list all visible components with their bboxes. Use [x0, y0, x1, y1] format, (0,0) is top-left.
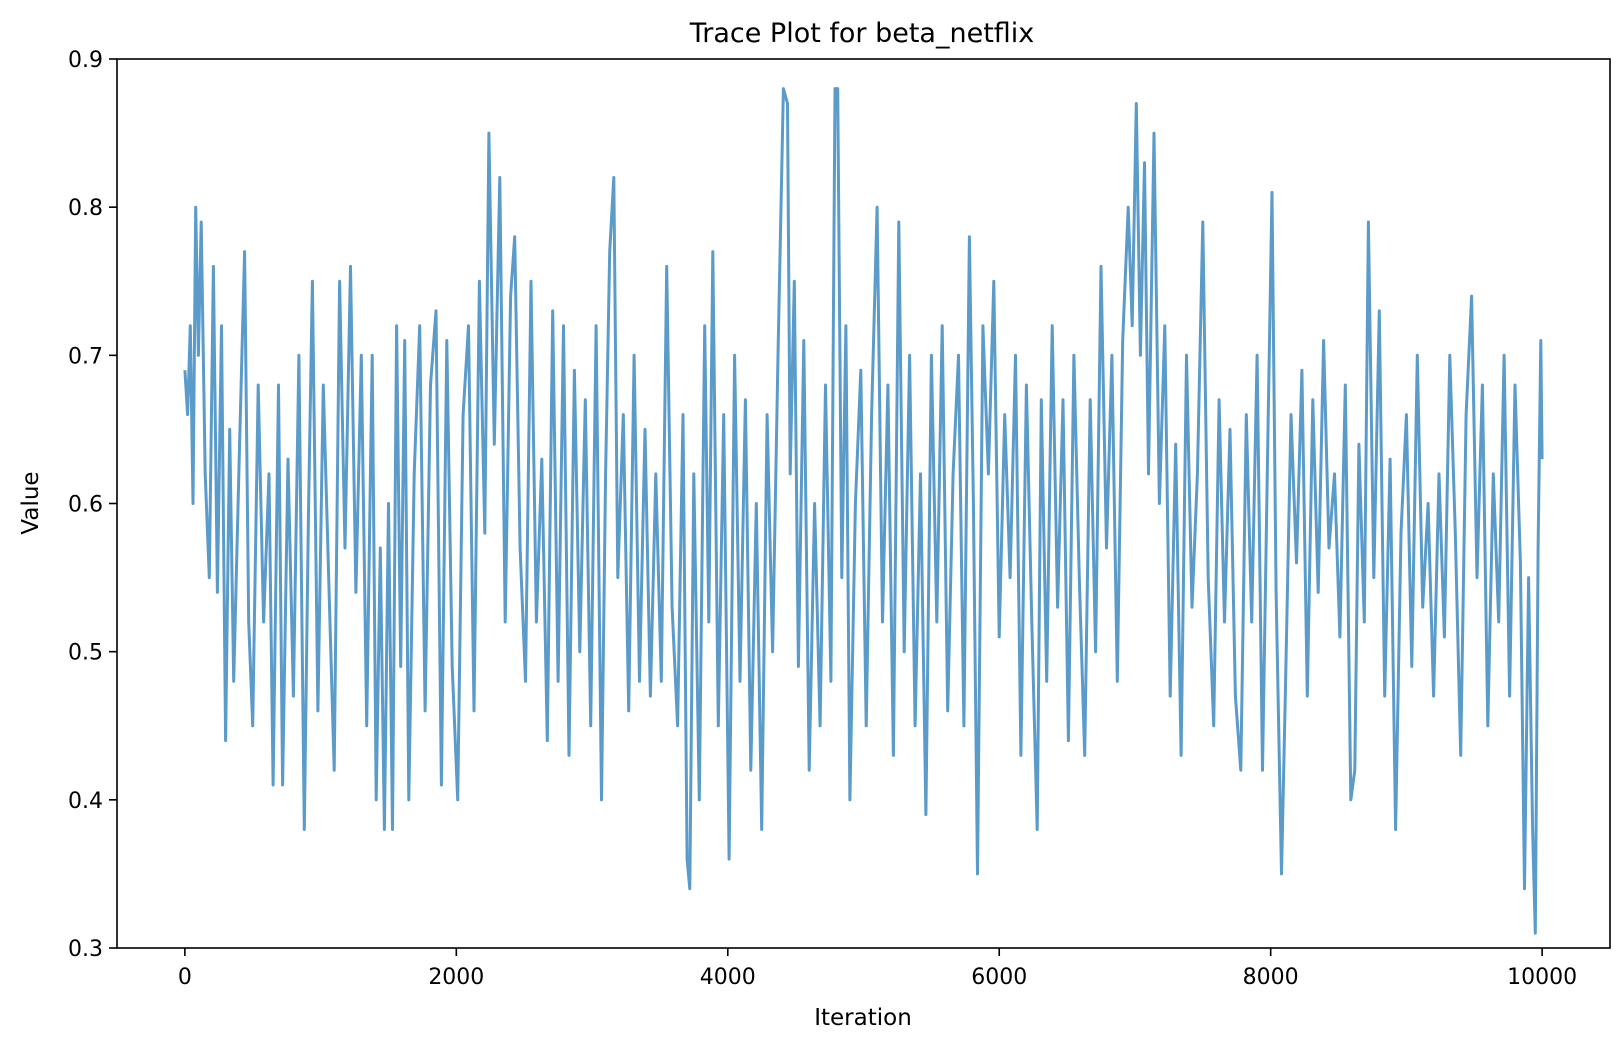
y-tick-label: 0.5 [68, 641, 103, 666]
series-line-0 [183, 87, 1544, 935]
plot-series-group [183, 87, 1544, 935]
y-tick-label: 0.4 [68, 789, 103, 814]
x-tick-label: 4000 [700, 965, 756, 990]
x-tick-label: 6000 [971, 965, 1027, 990]
x-axis-label: Iteration [814, 1005, 912, 1031]
y-tick-label: 0.8 [68, 196, 103, 221]
y-axis: 0.3 0.4 0.5 0.6 0.7 0.8 0.9 [68, 48, 117, 962]
x-axis: 0 2000 4000 6000 8000 10000 [178, 948, 1577, 990]
y-tick-label: 0.9 [68, 48, 103, 73]
y-tick-label: 0.3 [68, 937, 103, 962]
chart-title: Trace Plot for beta_netflix [689, 18, 1035, 49]
y-tick-label: 0.6 [68, 493, 103, 518]
y-tick-label: 0.7 [68, 344, 103, 369]
y-axis-label: Value [18, 471, 44, 534]
x-tick-label: 2000 [428, 965, 484, 990]
x-tick-label: 10000 [1507, 965, 1577, 990]
x-tick-label: 8000 [1243, 965, 1299, 990]
x-tick-label: 0 [178, 965, 192, 990]
